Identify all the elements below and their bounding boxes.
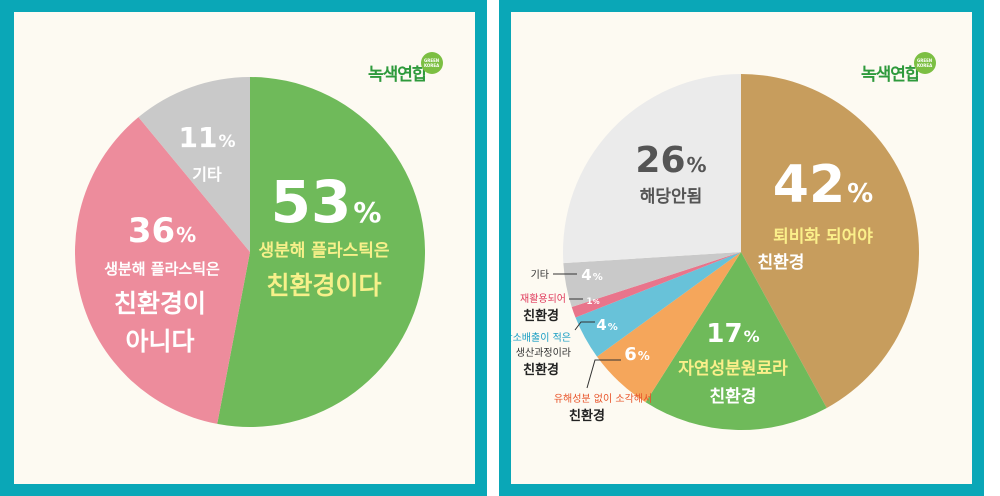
slice-1-label-line2: 친환경이 bbox=[114, 289, 206, 318]
r-slice-2-label-line1: 유해성분 없이 소각해서 bbox=[554, 392, 652, 405]
slice-0-percent: 53% bbox=[271, 168, 382, 236]
left-pie-slice-0 bbox=[217, 77, 425, 427]
left-chart-card: 녹색연합 GREEN KOREA 53% 생분해 플라스틱은 친환경이다 36%… bbox=[14, 12, 475, 484]
r-slice-2-percent: 6% bbox=[624, 344, 650, 365]
r-slice-4-percent: 1% bbox=[586, 297, 599, 307]
slice-2-percent: 11% bbox=[178, 121, 235, 154]
r-slice-3-label-line1: 탄소배출이 적은 bbox=[511, 332, 571, 344]
right-pie-slice-6 bbox=[563, 74, 741, 264]
logo-badge-line1: GREEN bbox=[423, 58, 440, 63]
r-slice-5-label: 기타 bbox=[531, 269, 549, 281]
green-korea-logo-right: 녹색연합 GREEN KOREA bbox=[861, 52, 936, 84]
right-pie-slice-5 bbox=[563, 252, 741, 308]
logo-badge-right-line2: KOREA bbox=[916, 63, 933, 68]
pie-chart-right: 42% 퇴비화 되어야 친환경 26% 해당안됨 17% 자연성분원료라 친환경… bbox=[511, 74, 919, 431]
right-pie-slice-2 bbox=[596, 252, 741, 403]
slice-2-label: 기타 bbox=[192, 165, 222, 184]
leader-lines bbox=[553, 273, 621, 389]
right-chart-card: 녹색연합 GREEN KOREA 42% 퇴비화 되어야 친환경 26% 해당안… bbox=[511, 12, 972, 484]
pie-chart-left: 53% 생분해 플라스틱은 친환경이다 36% 생분해 플라스틱은 친환경이 아… bbox=[74, 77, 425, 427]
r-slice-3-label-line2: 생산과정이라 bbox=[516, 347, 571, 359]
slice-1-label-line3: 아니다 bbox=[125, 327, 194, 356]
r-slice-6-percent: 26% bbox=[635, 140, 706, 181]
r-slice-0-label-line2: 친환경 bbox=[758, 253, 805, 273]
logo-badge-icon-right: GREEN KOREA bbox=[913, 52, 936, 74]
r-slice-5-percent: 4% bbox=[581, 266, 602, 284]
right-pie-slice-4 bbox=[571, 252, 741, 318]
logo-badge-right-line1: GREEN bbox=[916, 58, 933, 63]
logo-badge-icon: GREEN KOREA bbox=[420, 52, 443, 74]
leader-line-carbon bbox=[574, 321, 595, 331]
r-slice-1-percent: 17% bbox=[706, 319, 759, 349]
logo-text-right: 녹색연합 bbox=[861, 65, 921, 85]
right-chart-panel: 녹색연합 GREEN KOREA 42% 퇴비화 되어야 친환경 26% 해당안… bbox=[499, 0, 984, 496]
leader-line-toxic bbox=[586, 359, 621, 389]
r-slice-4-label-line1: 재활용되어 bbox=[520, 292, 566, 305]
right-pie-slice-1 bbox=[645, 252, 827, 431]
r-slice-3-label-line3: 친환경 bbox=[523, 362, 559, 378]
r-slice-0-percent: 42% bbox=[773, 155, 873, 215]
slice-0-label-line2: 친환경이다 bbox=[266, 271, 381, 300]
right-pie-slice-3 bbox=[575, 252, 741, 357]
left-chart-panel: 녹색연합 GREEN KOREA 53% 생분해 플라스틱은 친환경이다 36%… bbox=[0, 0, 487, 496]
logo-text: 녹색연합 bbox=[368, 65, 428, 85]
left-pie-slice-2 bbox=[138, 77, 250, 252]
green-korea-logo: 녹색연합 GREEN KOREA bbox=[368, 52, 443, 84]
r-slice-3-percent: 4% bbox=[596, 316, 617, 334]
slice-1-label-line1: 생분해 플라스틱은 bbox=[104, 260, 220, 278]
r-slice-1-label-line2: 친환경 bbox=[710, 387, 757, 407]
slice-1-percent: 36% bbox=[128, 211, 196, 251]
r-slice-2-label-line2: 친환경 bbox=[569, 408, 605, 424]
r-slice-1-label-line1: 자연성분원료라 bbox=[678, 359, 788, 379]
logo-badge-line2: KOREA bbox=[423, 63, 440, 68]
r-slice-6-label: 해당안됨 bbox=[640, 186, 703, 207]
right-pie-slice-0 bbox=[741, 74, 919, 408]
left-pie-slice-1 bbox=[74, 117, 250, 424]
r-slice-0-label-line1: 퇴비화 되어야 bbox=[773, 227, 873, 247]
r-slice-4-label-line2: 친환경 bbox=[523, 308, 559, 324]
slice-0-label-line1: 생분해 플라스틱은 bbox=[258, 241, 389, 261]
